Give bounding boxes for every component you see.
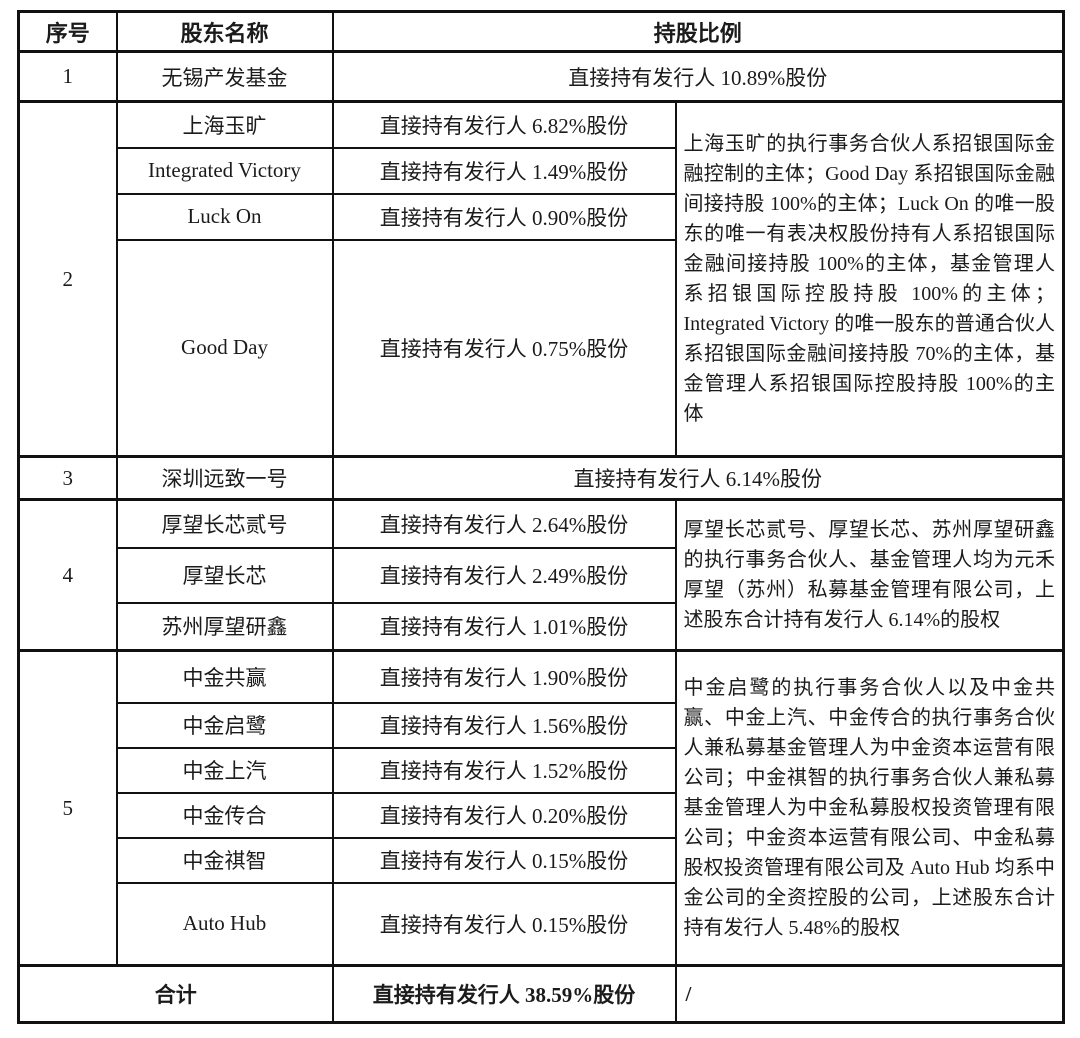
cell-ratio: 直接持有发行人 1.90%股份 — [331, 649, 677, 704]
header-shareholding-ratio: 持股比例 — [331, 10, 1065, 53]
cell-ratio: 直接持有发行人 0.75%股份 — [331, 238, 677, 458]
table-header-row: 序号 股东名称 持股比例 — [17, 10, 1065, 53]
cell-shareholder-name: 厚望长芯贰号 — [115, 498, 334, 549]
cell-ratio: 直接持有发行人 0.20%股份 — [331, 791, 677, 839]
table-row: 中金祺智 直接持有发行人 0.15%股份 — [19, 836, 1064, 884]
table-row: 5 中金共赢 直接持有发行人 1.90%股份 中金启鹭的执行事务合伙人以及中金共… — [17, 649, 1065, 967]
cell-ratio: 直接持有发行人 0.90%股份 — [331, 192, 677, 241]
cell-ratio: 直接持有发行人 2.49%股份 — [331, 546, 677, 604]
cell-shareholder-name: 深圳远致一号 — [115, 455, 334, 501]
table-row: Luck On 直接持有发行人 0.90%股份 — [19, 192, 1064, 241]
cell-shareholder-name: 中金传合 — [115, 791, 334, 839]
header-shareholder-name: 股东名称 — [115, 10, 334, 53]
cell-shareholder-name: 厚望长芯 — [115, 546, 334, 604]
cell-ratio: 直接持有发行人 1.52%股份 — [331, 746, 677, 794]
table-row: 苏州厚望研鑫 直接持有发行人 1.01%股份 — [19, 601, 1064, 652]
cell-shareholder-name: 中金上汽 — [115, 746, 334, 794]
cell-shareholder-name: 无锡产发基金 — [115, 50, 334, 103]
cell-shareholder-name: 苏州厚望研鑫 — [115, 601, 334, 652]
cell-note: 上海玉旷的执行事务合伙人系招银国际金融控制的主体；Good Day 系招银国际金… — [674, 100, 1065, 458]
cell-shareholder-name: Auto Hub — [115, 881, 334, 967]
cell-shareholder-name: Integrated Victory — [115, 146, 334, 195]
table-row: 中金上汽 直接持有发行人 1.52%股份 — [19, 746, 1064, 794]
table-row: Auto Hub 直接持有发行人 0.15%股份 — [19, 881, 1064, 967]
table-total-row: 合计 直接持有发行人 38.59%股份 / — [17, 964, 1065, 1024]
cell-serial: 4 — [17, 498, 118, 652]
shareholder-table: 序号 股东名称 持股比例 1 无锡产发基金 直接持有发行人 10.89%股份 2… — [17, 10, 1066, 1024]
header-serial: 序号 — [17, 10, 118, 53]
cell-total-note: / — [674, 964, 1065, 1024]
table-row: 4 厚望长芯贰号 直接持有发行人 2.64%股份 厚望长芯贰号、厚望长芯、苏州厚… — [17, 498, 1065, 652]
table-row: 中金传合 直接持有发行人 0.20%股份 — [19, 791, 1064, 839]
cell-shareholder-name: Good Day — [115, 238, 334, 458]
cell-total-ratio: 直接持有发行人 38.59%股份 — [331, 964, 677, 1024]
table-row: 1 无锡产发基金 直接持有发行人 10.89%股份 — [17, 50, 1065, 103]
cell-shareholder-name: 中金共赢 — [115, 649, 334, 704]
cell-shareholder-name: 中金启鹭 — [115, 701, 334, 749]
cell-note: 厚望长芯贰号、厚望长芯、苏州厚望研鑫的执行事务合伙人、基金管理人均为元禾厚望（苏… — [674, 498, 1065, 652]
table-row: Integrated Victory 直接持有发行人 1.49%股份 — [19, 146, 1064, 195]
cell-ratio: 直接持有发行人 0.15%股份 — [331, 881, 677, 967]
cell-shareholder-name: Luck On — [115, 192, 334, 241]
cell-ratio: 直接持有发行人 6.14%股份 — [331, 455, 1065, 501]
table-row: 厚望长芯 直接持有发行人 2.49%股份 — [19, 546, 1064, 604]
table-row: 中金启鹭 直接持有发行人 1.56%股份 — [19, 701, 1064, 749]
cell-serial: 1 — [17, 50, 118, 103]
cell-shareholder-name: 中金祺智 — [115, 836, 334, 884]
cell-total-label: 合计 — [17, 964, 334, 1024]
cell-ratio: 直接持有发行人 0.15%股份 — [331, 836, 677, 884]
cell-serial: 2 — [17, 100, 118, 458]
cell-note: 中金启鹭的执行事务合伙人以及中金共赢、中金上汽、中金传合的执行事务合伙人兼私募基… — [674, 649, 1065, 967]
cell-ratio: 直接持有发行人 6.82%股份 — [331, 100, 677, 149]
table-row: Good Day 直接持有发行人 0.75%股份 — [19, 238, 1064, 458]
cell-ratio: 直接持有发行人 2.64%股份 — [331, 498, 677, 549]
cell-shareholder-name: 上海玉旷 — [115, 100, 334, 149]
cell-ratio: 直接持有发行人 10.89%股份 — [331, 50, 1065, 103]
cell-ratio: 直接持有发行人 1.49%股份 — [331, 146, 677, 195]
cell-ratio: 直接持有发行人 1.01%股份 — [331, 601, 677, 652]
cell-serial: 3 — [17, 455, 118, 501]
table-row: 2 上海玉旷 直接持有发行人 6.82%股份 上海玉旷的执行事务合伙人系招银国际… — [17, 100, 1065, 458]
cell-serial: 5 — [17, 649, 118, 967]
cell-ratio: 直接持有发行人 1.56%股份 — [331, 701, 677, 749]
table-row: 3 深圳远致一号 直接持有发行人 6.14%股份 — [17, 455, 1065, 501]
